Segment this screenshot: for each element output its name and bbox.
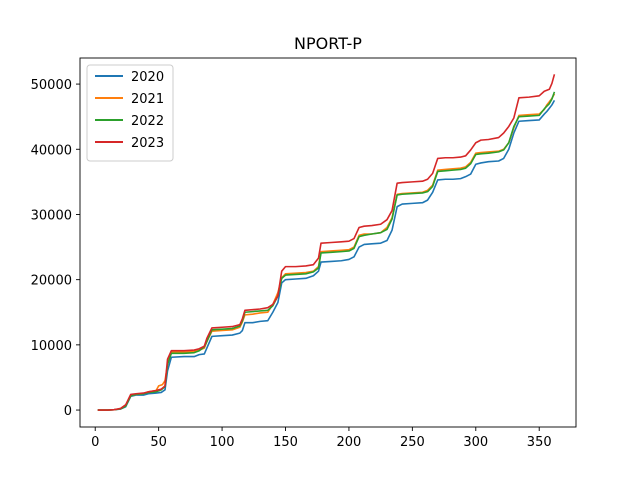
axes: 0 50 100 150 200 250 300 350 0 10000 20000 30000 400… <box>31 57 577 450</box>
y-tick-label: 30000 <box>31 208 72 223</box>
x-tick-label: 150 <box>273 435 298 450</box>
legend-label-2020: 2020 <box>131 70 164 85</box>
y-tick-label: 20000 <box>31 274 72 289</box>
series-line-2020 <box>97 99 556 411</box>
y-tick-label: 10000 <box>31 339 72 354</box>
y-tick-label: 0 <box>64 404 72 419</box>
x-tick-label: 200 <box>337 435 362 450</box>
series-line-2023 <box>97 74 556 411</box>
plot-area <box>97 74 556 411</box>
chart-title: NPORT-P <box>294 34 362 53</box>
legend-box <box>86 64 174 162</box>
legend-label-2022: 2022 <box>131 114 164 129</box>
legend-label-2023: 2023 <box>131 136 164 151</box>
x-tick-label: 300 <box>463 435 488 450</box>
series-line-2022 <box>97 91 556 411</box>
x-tick-label: 100 <box>210 435 235 450</box>
x-tick-label: 250 <box>400 435 425 450</box>
x-tick-label: 0 <box>91 435 99 450</box>
x-tick-label: 350 <box>527 435 552 450</box>
legend-label-2021: 2021 <box>131 92 164 107</box>
x-tick-label: 50 <box>150 435 167 450</box>
plot-frame <box>79 57 577 428</box>
legend: 2020 2021 2022 2023 <box>86 64 174 162</box>
y-tick-label: 40000 <box>31 143 72 158</box>
y-tick-label: 50000 <box>31 78 72 93</box>
